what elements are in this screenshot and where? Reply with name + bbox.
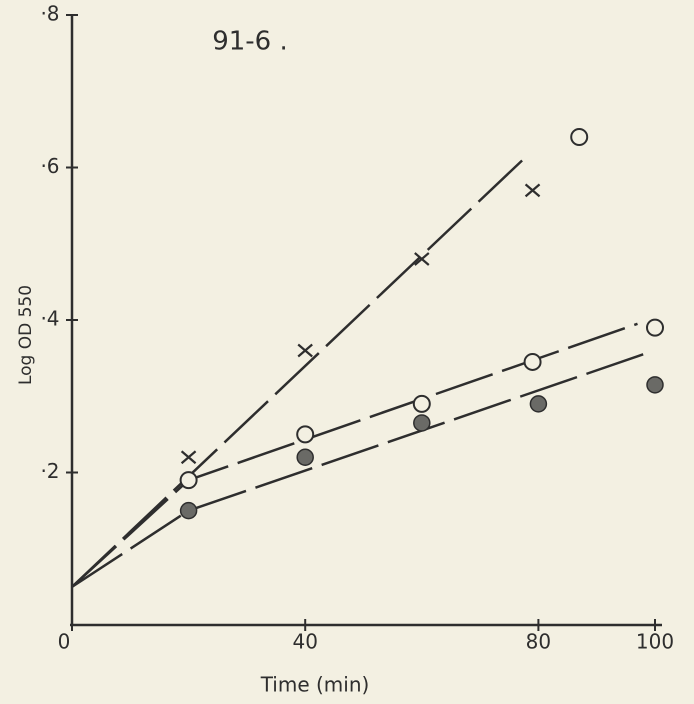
y-axis-label: Log OD 550 bbox=[16, 285, 36, 385]
x-tick-label: 0 bbox=[58, 630, 71, 654]
y-tick-label: ·2 bbox=[40, 459, 59, 483]
y-tick-label: ·8 bbox=[40, 2, 59, 26]
filled-marker bbox=[646, 376, 664, 394]
cross-marker bbox=[180, 450, 197, 465]
filled-marker bbox=[413, 414, 431, 432]
filled-marker bbox=[296, 448, 314, 466]
open-marker bbox=[412, 394, 431, 413]
chart-title: 91-6 . bbox=[212, 27, 288, 57]
fit-line bbox=[71, 322, 638, 588]
filled-marker bbox=[529, 395, 548, 413]
open-marker bbox=[646, 318, 664, 337]
filled-marker bbox=[179, 501, 198, 520]
y-tick-label: ·6 bbox=[40, 154, 59, 178]
x-tick-label: 40 bbox=[292, 630, 317, 654]
fit-line bbox=[71, 155, 528, 588]
open-marker bbox=[523, 352, 542, 371]
open-marker bbox=[570, 128, 589, 146]
x-tick-label: 80 bbox=[526, 630, 551, 654]
x-axis-label: Time (min) bbox=[260, 673, 370, 697]
fit-line bbox=[71, 353, 644, 588]
open-marker bbox=[179, 471, 198, 490]
y-tick-label: ·4 bbox=[40, 307, 59, 331]
open-marker bbox=[296, 425, 315, 444]
cross-marker bbox=[524, 183, 541, 198]
x-tick-label: 100 bbox=[636, 630, 674, 654]
cross-marker bbox=[297, 343, 313, 358]
cross-marker bbox=[414, 252, 430, 266]
